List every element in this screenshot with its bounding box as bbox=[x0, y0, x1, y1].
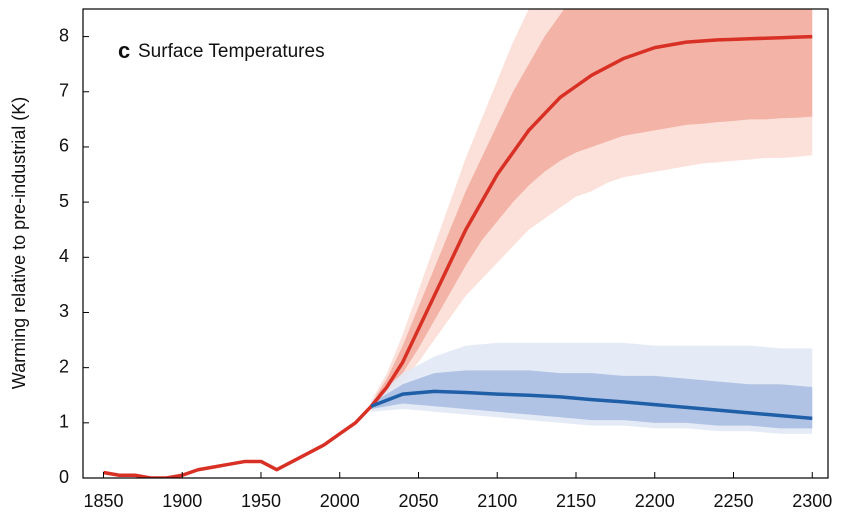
panel-label: c bbox=[118, 38, 130, 63]
data-line bbox=[370, 389, 813, 421]
x-tick-label: 2000 bbox=[320, 491, 360, 511]
x-tick-label: 2200 bbox=[635, 491, 675, 511]
y-tick-label: 8 bbox=[59, 25, 69, 45]
y-tick-label: 4 bbox=[59, 246, 69, 266]
y-tick-label: 5 bbox=[59, 191, 69, 211]
x-tick-label: 2250 bbox=[713, 491, 753, 511]
chart-title: Surface Temperatures bbox=[138, 41, 325, 62]
x-tick-label: 2050 bbox=[398, 491, 438, 511]
data-line bbox=[103, 34, 813, 478]
y-tick-label: 2 bbox=[59, 356, 69, 376]
y-tick-label: 6 bbox=[59, 136, 69, 156]
x-tick-label: 1950 bbox=[241, 491, 281, 511]
y-tick-label: 7 bbox=[59, 81, 69, 101]
plot-area bbox=[103, 9, 813, 478]
uncertainty-band bbox=[371, 9, 813, 410]
y-axis-label: Warming relative to pre-industrial (K) bbox=[9, 97, 29, 389]
y-tick-label: 3 bbox=[59, 301, 69, 321]
x-tick-label: 2300 bbox=[792, 491, 832, 511]
x-tick-label: 2150 bbox=[556, 491, 596, 511]
x-tick-label: 1900 bbox=[162, 491, 202, 511]
plot-frame bbox=[82, 8, 829, 479]
y-tick-label: 0 bbox=[59, 467, 69, 487]
x-tick-label: 2100 bbox=[477, 491, 517, 511]
x-tick-label: 1850 bbox=[83, 491, 123, 511]
y-tick-label: 1 bbox=[59, 412, 69, 432]
